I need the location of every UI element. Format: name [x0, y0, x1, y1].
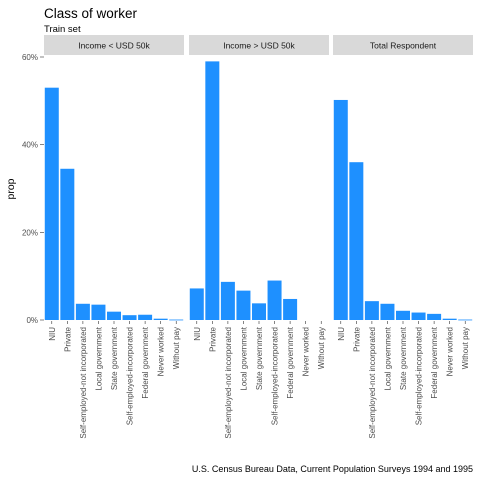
- bar: [122, 315, 137, 320]
- facet-panel: Total Respondent NIU Private Self-employed-…: [333, 35, 473, 439]
- facet-strip-label: Income > USD 50k: [223, 41, 295, 51]
- x-tick-label: Self-employed-incorporated: [271, 327, 280, 425]
- x-tick-label: State government: [399, 326, 408, 390]
- bar: [427, 313, 442, 320]
- facet-strip-label: Total Respondent: [370, 41, 437, 51]
- y-tick-label: 40%: [22, 141, 38, 150]
- chart-subtitle: Train set: [44, 24, 81, 35]
- x-tick-label: Federal government: [141, 326, 150, 398]
- bar: [349, 162, 364, 320]
- facet-strip: [189, 35, 329, 55]
- bar: [236, 290, 251, 320]
- bar: [442, 318, 457, 320]
- bar: [333, 99, 348, 320]
- bar: [267, 280, 282, 320]
- y-axis: 0% 20% 40% 60%: [22, 53, 44, 325]
- bar: [205, 61, 220, 321]
- facet-strip-label: Income < USD 50k: [78, 41, 150, 51]
- x-tick-label: NIU: [48, 327, 57, 341]
- bar: [107, 311, 121, 320]
- chart-title: Class of worker: [44, 6, 138, 21]
- facet-panel: Income < USD 50k NIU Private Self-employed-…: [44, 35, 184, 439]
- facet-panel: Income > USD 50k NIU Private Self-employed-…: [189, 35, 329, 439]
- chart-caption: U.S. Census Bureau Data, Current Populat…: [192, 464, 473, 474]
- x-tick-label: Local government: [383, 326, 392, 390]
- facet-panels: Income < USD 50k NIU Private Self-employed-…: [44, 35, 473, 439]
- bar: [60, 168, 75, 320]
- x-tick-label: Self-employed-not incorporated: [79, 327, 88, 439]
- x-tick-label: Never worked: [446, 327, 455, 376]
- bar: [189, 288, 204, 320]
- x-tick-label: Never worked: [157, 327, 166, 376]
- x-tick-label: Self-employed-not incorporated: [224, 327, 233, 439]
- x-tick-label: Never worked: [302, 327, 311, 376]
- x-tick-label: Federal government: [430, 326, 439, 398]
- x-tick-label: NIU: [337, 327, 346, 341]
- bar: [44, 87, 59, 320]
- bar: [283, 298, 298, 320]
- x-tick-label: Self-employed-incorporated: [415, 327, 424, 425]
- y-axis-title: prop: [5, 178, 17, 199]
- bar: [364, 301, 379, 320]
- bar: [138, 314, 153, 320]
- bar: [380, 303, 395, 320]
- bar: [252, 303, 266, 320]
- x-tick-label: Self-employed-incorporated: [126, 327, 135, 425]
- x-tick-label: Federal government: [286, 326, 295, 398]
- y-tick-label: 0%: [26, 316, 38, 325]
- bar: [220, 281, 235, 320]
- bar: [169, 319, 184, 321]
- facet-strip: [44, 35, 184, 55]
- bar: [91, 304, 106, 320]
- x-tick-label: Local government: [94, 326, 103, 390]
- x-tick-label: Self-employed-not incorporated: [368, 327, 377, 439]
- y-tick-label: 20%: [22, 228, 38, 237]
- bar: [411, 312, 426, 320]
- bar: [75, 303, 90, 320]
- facet-strip: [333, 35, 473, 55]
- x-tick-label: State government: [110, 326, 119, 390]
- bar: [153, 318, 168, 320]
- x-tick-label: Without pay: [172, 327, 181, 369]
- x-tick-label: Private: [208, 326, 217, 351]
- x-tick-label: State government: [255, 326, 264, 390]
- x-tick-label: Private: [63, 326, 72, 351]
- x-tick-label: Local government: [239, 326, 248, 390]
- x-tick-label: Without pay: [317, 327, 326, 369]
- bar: [396, 310, 410, 320]
- x-tick-label: NIU: [193, 327, 202, 341]
- x-tick-label: Private: [352, 326, 361, 351]
- bar: [458, 319, 473, 321]
- x-tick-label: Without pay: [461, 327, 470, 369]
- y-tick-label: 60%: [22, 53, 38, 62]
